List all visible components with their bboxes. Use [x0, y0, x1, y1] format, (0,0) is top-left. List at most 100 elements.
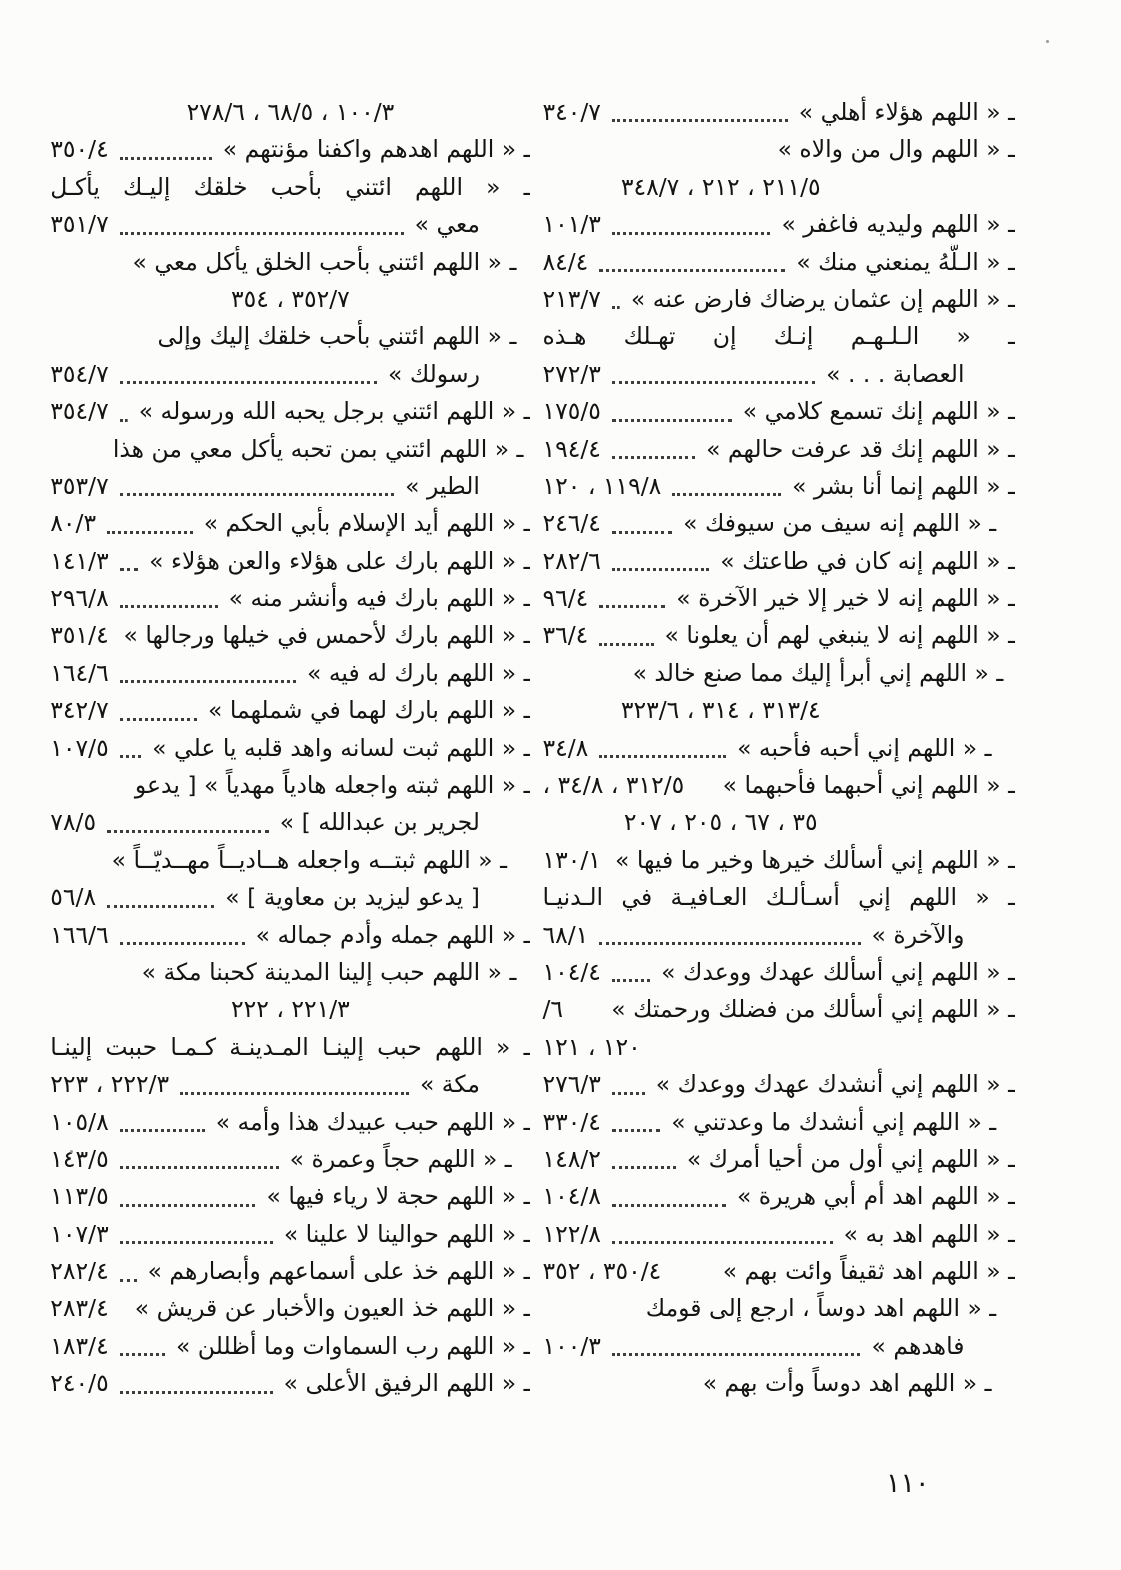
volume-page-ref: ١٣٠/١: [542, 845, 601, 874]
entry-text: ـ « اللهم حبب إلينـا المـدينـة كـمـا حبب…: [50, 1032, 531, 1061]
index-entry-line: ـ « اللهم إنه لا خير إلا خير الآخرة » ٩٦/…: [542, 580, 1015, 617]
volume-page-ref: ٦/: [542, 995, 564, 1024]
refs-line: ٣٥ ، ٦٧ ، ٢٠٥ ، ٢٠٧: [484, 804, 957, 841]
entry-text: والآخرة »: [871, 920, 965, 949]
volume-page-ref: ٢١١/٥ ، ٢١٢ ، ٣٤٨/٧: [620, 172, 821, 201]
index-entry-line: رسولك » ٣٥٤/٧: [50, 356, 530, 393]
entry-text: ـ « اللهم وال من والاه »: [777, 135, 1015, 164]
entry-text: ـ « اللهم حبب إلينا المدينة كحبنا مكة »: [141, 957, 517, 986]
index-entry-line: ـ « اللهم ائتني برجل يحبه الله ورسوله » ٣…: [50, 393, 530, 430]
index-entry-line: ـ « اللهم اهد به » ١٢٢/٨: [542, 1216, 1015, 1253]
entry-text: معي »: [414, 210, 480, 239]
volume-page-ref: ٢١٣/٧: [542, 284, 601, 313]
volume-page-ref: ٧٨/٥: [50, 808, 97, 837]
entry-text: ـ « اللهم إني أول من أحيا أمرك »: [686, 1144, 1015, 1173]
entry-text: ـ « اللهم أيد الإسلام بأبي الحكم »: [203, 509, 531, 538]
volume-page-ref: ٣٥٤/٧: [50, 397, 109, 426]
entry-text: العصابة . . . »: [826, 359, 965, 388]
index-entry-line: ـ « اللهم إنه لا ينبغي لهم أن يعلونا » ٣٦…: [542, 617, 1015, 654]
entry-text: ـ « اللهم إنه لا ينبغي لهم أن يعلونا »: [664, 621, 1015, 650]
volume-page-ref: ٢٢١/٣ ، ٢٢٢: [230, 995, 350, 1024]
volume-page-ref: ٣٤/٨: [542, 733, 589, 762]
entry-text: ـ « اللهم خذ العيون والأخبار عن قريش »: [134, 1294, 531, 1323]
index-entry-line: ـ « اللهم بارك لهما في شملهما » ٣٤٢/٧: [50, 692, 530, 729]
scan-speck: [1046, 40, 1049, 43]
index-entry-line: ـ « اللهم ثبتــه واجعله هــاديــاً مهــد…: [50, 842, 530, 879]
volume-page-ref: ٣٥ ، ٦٧ ، ٢٠٥ ، ٢٠٧: [623, 808, 818, 837]
volume-page-ref: ١٠٧/٣: [50, 1219, 109, 1248]
entry-text: ـ « اللهم إنك قد عرفت حالهم »: [706, 434, 1015, 463]
volume-page-ref: ٣١٣/٤ ، ٣١٤ ، ٣٢٣/٦: [620, 696, 821, 725]
index-entry-line: ـ « اللهم ائتني بأحب خلقك إليك وإلى: [50, 318, 530, 355]
volume-page-ref: ٢٧٦/٣: [542, 1070, 601, 1099]
volume-page-ref: ١٠٧/٥: [50, 733, 109, 762]
entry-text: ـ « الـلـهـم إنـك إن تهـلك هـذه: [542, 322, 1015, 351]
entry-text: ـ « اللهم إنك تسمع كلامي »: [742, 397, 1015, 426]
entry-text: ـ « اللهم حوالينا لا علينا »: [283, 1219, 531, 1248]
index-entry-line: ـ « اللهم إني أنشدك ما وعدتني » ٣٣٠/٤: [542, 1104, 1015, 1141]
index-entry-line: ـ « اللهم إنه سيف من سيوفك » ٢٤٦/٤: [542, 505, 1015, 542]
entry-text: ـ « اللهم ائتني بأحب خلقك إليـك يأكـل: [50, 172, 531, 201]
volume-page-ref: ١٤١/٣: [50, 546, 109, 575]
entry-text: ـ « اللهم اهد أم أبي هريرة »: [736, 1182, 1015, 1211]
index-entry-line: ـ « اللهم إني أسألك من فضلك ورحمتك » ٦/: [542, 991, 1015, 1028]
index-entry-line: ـ « اللهم إني أسألك خيرها وخير ما فيها »…: [542, 842, 1015, 879]
entry-text: ـ « اللهم إني أحبهما فأحبهما »: [722, 771, 1015, 800]
index-entry-line: ـ « اللهم اهد أم أبي هريرة » ١٠٤/٨: [542, 1178, 1015, 1215]
entry-text: ـ « اللهم حجاً وعمرة »: [289, 1144, 512, 1173]
volume-page-ref: ٣٥٢/٧ ، ٣٥٤: [230, 284, 350, 313]
entry-text: ـ « اللهم ثبتــه واجعله هــاديــاً مهــد…: [111, 845, 507, 874]
index-entry-line: ـ « الـلـهـم إنـك إن تهـلك هـذه: [542, 318, 1015, 355]
volume-page-ref: ٨٠/٣: [50, 509, 97, 538]
index-entry-line: ـ « اللهم بارك لأحمس في خيلها ورجالها » ٣…: [50, 617, 530, 654]
entry-text: ـ « اللهم ثبته واجعله هادياً مهدياً » [ …: [134, 771, 531, 800]
entry-text: ـ « اللهم اهدهم واكفنا مؤنتهم »: [222, 135, 531, 164]
index-entry-line: ـ « اللهم حجة لا رياء فيها » ١١٣/٥: [50, 1178, 530, 1215]
entry-text: ـ « اللهم حجة لا رياء فيها »: [266, 1182, 531, 1211]
index-entry-line: ـ « اللهم إني أول من أحيا أمرك » ١٤٨/٢: [542, 1141, 1015, 1178]
index-entry-line: ـ « اللهم وليديه فاغفر » ١٠١/٣: [542, 206, 1015, 243]
volume-page-ref: ١٠٠/٣: [542, 1331, 601, 1360]
index-entry-line: مكة » ٢٢٢/٣ ، ٢٢٣: [50, 1066, 530, 1103]
entry-text: ـ « اللهم رب السماوات وما أظللن »: [175, 1331, 531, 1360]
refs-line: ٣١٣/٤ ، ٣١٤ ، ٣٢٣/٦: [484, 692, 957, 729]
entry-text: ـ « اللهم إنه كان في طاعتك »: [720, 546, 1015, 575]
entry-text: رسولك »: [387, 359, 480, 388]
entry-text: ـ « اللهم إني أنشدك عهدك ووعدك »: [655, 1070, 1015, 1099]
index-entry-line: ـ « اللهم إن عثمان يرضاك فارض عنه » ٢١٣/٧: [542, 281, 1015, 318]
scan-speck: [70, 1150, 73, 1153]
entry-text: ـ « اللهم بارك لهما في شملهما »: [208, 696, 531, 725]
index-entry-line: ـ « اللهم إني أحبهما فأحبهما » ٣١٢/٥ ، ٣٤…: [542, 767, 1015, 804]
index-entry-line: ـ « اللهم حوالينا لا علينا » ١٠٧/٣: [50, 1216, 530, 1253]
volume-page-ref: ٣٤٢/٧: [50, 696, 109, 725]
index-entry-line: ـ « الـلَّهُ يمنعني منك » ٨٤/٤: [542, 244, 1015, 281]
index-entry-line: ـ « اللهم اهد ثقيفاً وائت بهم » ٣٥٠/٤ ، ٣…: [542, 1253, 1015, 1290]
volume-page-ref: ١٠١/٣: [542, 210, 601, 239]
index-entry-line: ـ « اللهم بارك على هؤلاء والعن هؤلاء » ١٤…: [50, 543, 530, 580]
entry-text: ـ « اللهم إني أسألك عهدك ووعدك »: [661, 957, 1015, 986]
index-column-left: ١٠٠/٣ ، ٦٨/٥ ، ٢٧٨/٦ ـ « اللهم اهدهم واكف…: [50, 94, 530, 1403]
entry-text: ـ « اللهم إنما أنا بشر »: [792, 471, 1015, 500]
index-entry-line: ـ « اللهم ثبت لسانه واهد قلبه يا علي » ١٠…: [50, 730, 530, 767]
volume-page-ref: ٣٤٠/٧: [542, 97, 601, 126]
volume-page-ref: ١٦٦/٦: [50, 920, 109, 949]
entry-text: ـ « اللهم اهد ثقيفاً وائت بهم »: [722, 1257, 1015, 1286]
entry-text: ـ « اللهم بارك له فيه »: [306, 658, 531, 687]
entry-text: ـ « اللهم اهد دوساً ، ارجع إلى قومك: [645, 1294, 997, 1323]
index-entry-line: ـ « اللهم وال من والاه »: [542, 131, 1015, 168]
page-number: ١١٠: [886, 1468, 930, 1499]
volume-page-ref: ١٤٨/٢: [542, 1144, 601, 1173]
entry-text: ـ « اللهم إني أسألك خيرها وخير ما فيها »: [615, 845, 1015, 874]
entry-text: ـ « اللهم اهد به »: [843, 1219, 1015, 1248]
index-entry-line: ـ « اللهم خذ على أسماعهم وأبصارهم » ٢٨٢/٤: [50, 1253, 530, 1290]
volume-page-ref: ١٩٤/٤: [542, 434, 601, 463]
refs-line: ١٠٠/٣ ، ٦٨/٥ ، ٢٧٨/٦: [50, 94, 530, 131]
index-entry-line: ـ « اللهم بارك فيه وأنشر منه » ٢٩٦/٨: [50, 580, 530, 617]
index-entry-line: ـ « اللهم إنك تسمع كلامي » ١٧٥/٥: [542, 393, 1015, 430]
entry-text: ـ « اللهم إني أسألك من فضلك ورحمتك »: [611, 995, 1015, 1024]
entry-text: ـ « اللهم ائتني بمن تحبه يأكل معي من هذا: [112, 434, 524, 463]
index-entry-line: ـ « اللهم اهدهم واكفنا مؤنتهم » ٣٥٠/٤: [50, 131, 530, 168]
index-entry-line: ـ « اللهم أيد الإسلام بأبي الحكم » ٨٠/٣: [50, 505, 530, 542]
volume-page-ref: ٣٣٠/٤: [542, 1107, 601, 1136]
